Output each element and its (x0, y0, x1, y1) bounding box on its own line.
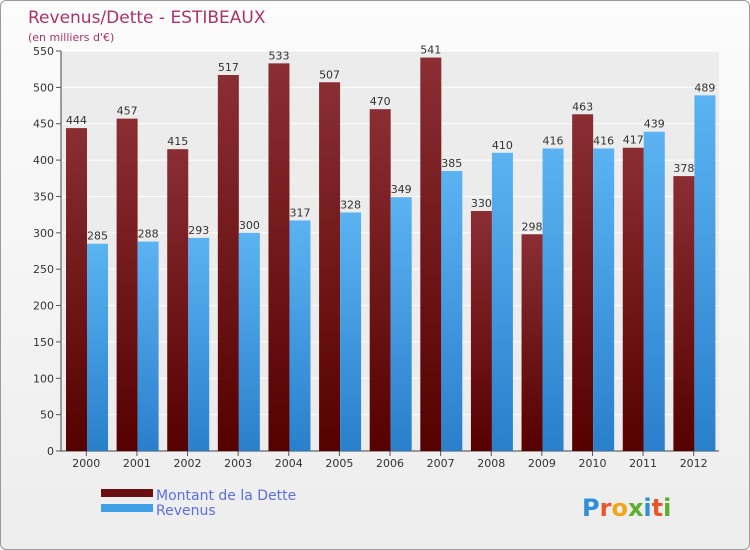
bar-revenus-2010 (593, 148, 615, 452)
bar-dette-2010 (572, 114, 594, 451)
bar-revenus-2011 (643, 131, 665, 451)
chart-title: Revenus/Dette - ESTIBEAUX (28, 8, 266, 28)
legend: Montant de la Dette Revenus (101, 488, 296, 519)
y-tick-label: 200 (33, 300, 54, 313)
bar-revenus-2008 (491, 152, 513, 451)
data-label-revenus-2009: 416 (543, 134, 564, 147)
data-label-dette-2005: 507 (319, 68, 340, 81)
bar-dette-2000 (66, 128, 87, 451)
data-label-revenus-2010: 416 (593, 134, 614, 147)
x-tick-label-2003: 2003 (224, 457, 252, 470)
bar-dette-2004 (268, 63, 290, 451)
x-tick-label-2006: 2006 (376, 457, 404, 470)
data-label-dette-2011: 417 (623, 134, 644, 147)
x-tick-label-2004: 2004 (275, 457, 303, 470)
x-tick-label-2000: 2000 (72, 457, 100, 470)
bar-revenus-2006 (390, 197, 412, 451)
x-tick-label-2012: 2012 (680, 457, 708, 470)
data-label-dette-2010: 463 (572, 100, 593, 113)
data-label-dette-2008: 330 (471, 197, 492, 210)
data-label-revenus-2007: 385 (441, 157, 462, 170)
bar-dette-2003 (217, 75, 239, 451)
data-label-revenus-2004: 317 (289, 206, 310, 219)
data-label-revenus-2006: 349 (391, 183, 412, 196)
data-label-revenus-2003: 300 (239, 219, 260, 232)
data-label-dette-2006: 470 (370, 95, 391, 108)
data-label-revenus-2002: 293 (188, 224, 209, 237)
y-tick-label: 500 (33, 81, 54, 94)
bar-dette-2007 (420, 57, 442, 451)
bar-revenus-2003 (238, 232, 260, 451)
bar-revenus-2009 (542, 148, 564, 452)
x-tick-label-2005: 2005 (325, 457, 353, 470)
y-tick-label: 350 (33, 190, 54, 203)
data-label-dette-2004: 533 (268, 49, 289, 62)
bar-dette-2008 (470, 211, 492, 451)
data-label-revenus-2001: 288 (138, 228, 159, 241)
legend-label-revenus: Revenus (156, 503, 216, 519)
bar-dette-2011 (622, 147, 644, 451)
data-label-revenus-2008: 410 (492, 139, 513, 152)
legend-swatch-dette (101, 489, 153, 497)
proxiti-logo: Proxiti (582, 494, 671, 522)
data-label-dette-2003: 517 (218, 61, 239, 74)
bar-revenus-2005 (340, 212, 362, 451)
bar-revenus-2004 (289, 220, 311, 451)
x-tick-label-2011: 2011 (629, 457, 657, 470)
data-label-revenus-2012: 489 (694, 81, 715, 94)
x-tick-label-2008: 2008 (477, 457, 505, 470)
x-tick-label-2009: 2009 (528, 457, 556, 470)
legend-label-dette: Montant de la Dette (156, 488, 296, 504)
data-label-dette-2002: 415 (167, 135, 188, 148)
bar-revenus-2012 (694, 95, 716, 451)
y-tick-label: 100 (33, 372, 54, 385)
data-label-dette-2001: 457 (117, 105, 138, 118)
y-tick-label: 50 (40, 409, 54, 422)
logo-text: Proxiti (582, 494, 671, 522)
x-tick-label-2001: 2001 (123, 457, 151, 470)
bars (66, 57, 716, 452)
bar-dette-2006 (369, 109, 391, 451)
x-axis: 2000 2001 2002 2003 2004 2005 2006 2007 2008 2009… (72, 451, 708, 470)
y-tick-label: 400 (33, 154, 54, 167)
y-tick-label: 150 (33, 336, 54, 349)
y-tick-label: 550 (33, 45, 54, 58)
bar-dette-2001 (116, 118, 138, 452)
y-tick-label: 0 (47, 445, 54, 458)
bar-revenus-2002 (188, 237, 210, 451)
data-label-revenus-2011: 439 (644, 118, 665, 131)
y-tick-label: 250 (33, 263, 54, 276)
data-label-dette-2012: 378 (673, 162, 694, 175)
y-tick-label: 450 (33, 118, 54, 131)
data-label-revenus-2000: 285 (87, 230, 108, 243)
legend-swatch-revenus (101, 504, 153, 512)
data-label-dette-2009: 298 (522, 220, 543, 233)
bar-revenus-2001 (137, 241, 159, 451)
x-tick-label-2007: 2007 (427, 457, 455, 470)
data-label-dette-2007: 541 (420, 44, 441, 57)
data-labels: 444 285 457 288 415 293 517 300 533 317 507 328 470 3… (66, 44, 715, 243)
bar-revenus-2007 (441, 171, 463, 451)
data-label-dette-2000: 444 (66, 114, 87, 127)
x-tick-label-2010: 2010 (578, 457, 606, 470)
bar-dette-2009 (521, 234, 543, 451)
bar-dette-2012 (673, 176, 695, 451)
bar-dette-2005 (319, 82, 341, 451)
chart-subtitle: (en milliers d'€) (28, 31, 114, 44)
y-tick-label: 300 (33, 227, 54, 240)
bar-dette-2002 (167, 149, 189, 451)
x-tick-label-2002: 2002 (174, 457, 202, 470)
bar-revenus-2000 (87, 243, 108, 451)
data-label-revenus-2005: 328 (340, 198, 361, 211)
